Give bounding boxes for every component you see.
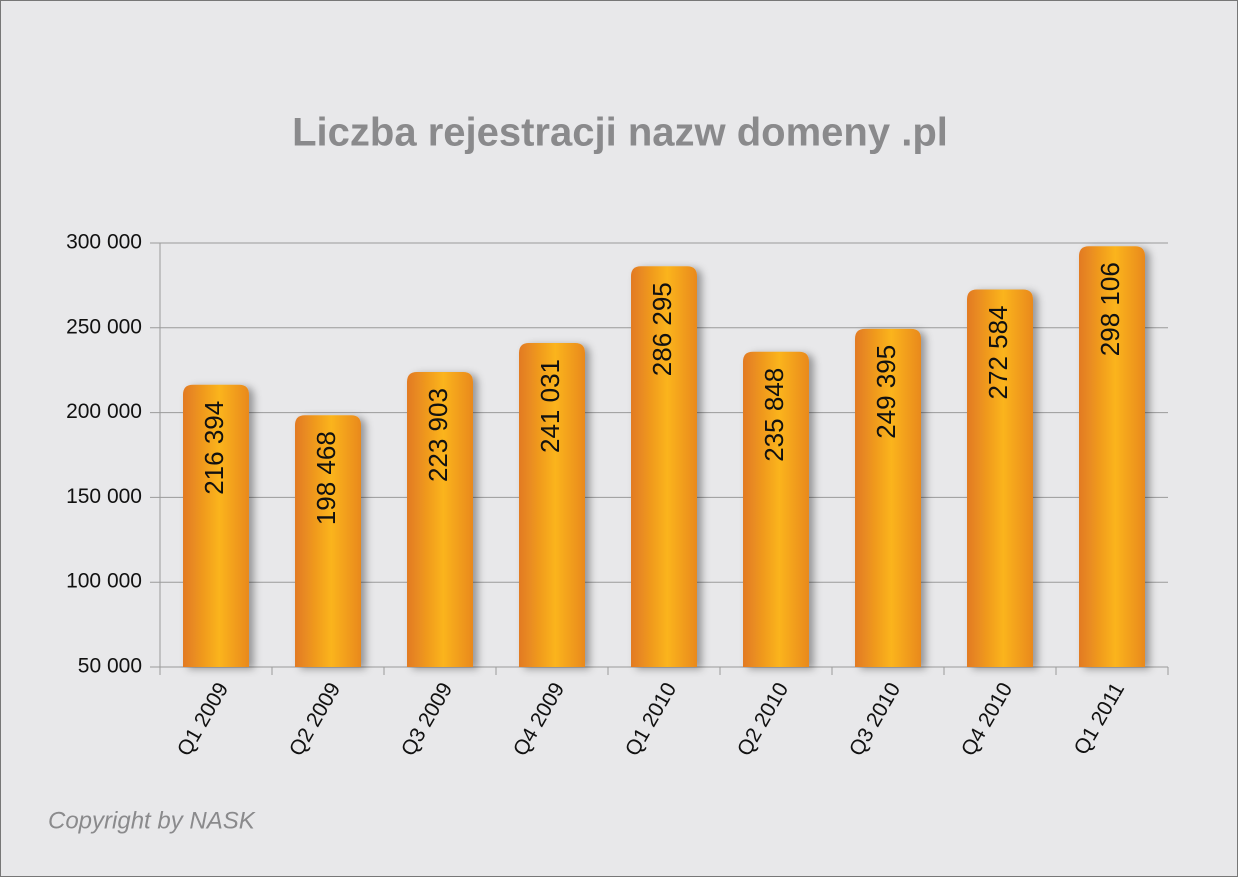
bar <box>295 415 361 667</box>
value-label: 198 468 <box>311 431 341 525</box>
copyright: Copyright by NASK <box>48 807 256 834</box>
value-label: 216 394 <box>199 401 229 495</box>
bar <box>183 384 249 667</box>
value-label: 298 106 <box>1095 262 1125 356</box>
bar <box>855 328 921 667</box>
value-label: 272 584 <box>983 305 1013 399</box>
y-tick-label: 150 000 <box>66 485 142 508</box>
bar <box>631 266 697 667</box>
bar <box>407 372 473 667</box>
bar <box>1079 246 1145 667</box>
value-label: 241 031 <box>535 359 565 453</box>
y-tick-label: 200 000 <box>66 400 142 423</box>
y-tick-label: 50 000 <box>78 655 142 678</box>
value-label: 223 903 <box>423 388 453 482</box>
y-tick-label: 100 000 <box>66 570 142 593</box>
y-tick-label: 300 000 <box>66 231 142 254</box>
chart-title: Liczba rejestracji nazw domeny .pl <box>292 111 948 155</box>
value-label: 249 395 <box>871 345 901 439</box>
value-label: 286 295 <box>647 282 677 376</box>
y-tick-label: 250 000 <box>66 315 142 338</box>
value-label: 235 848 <box>759 368 789 462</box>
bar <box>519 343 585 667</box>
bar <box>743 351 809 667</box>
bar <box>967 289 1033 667</box>
